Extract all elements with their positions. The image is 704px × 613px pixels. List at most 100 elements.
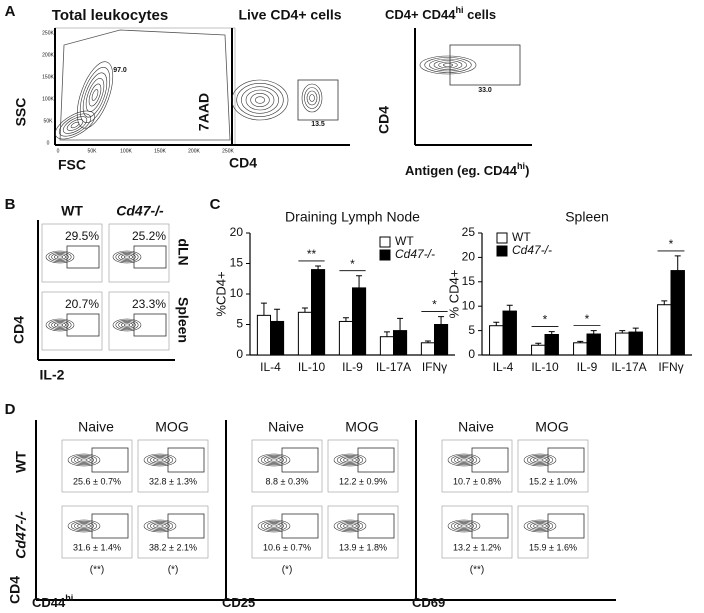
text-part: CD25 [222,595,255,610]
x-tick-label: IL-9 [577,360,598,374]
gate-value: 38.2 ± 2.1% [149,542,197,552]
bar [544,334,559,356]
plot-frame [441,439,513,493]
contour [304,87,320,109]
contour [123,255,131,259]
contour [150,456,170,464]
tick-label: 200K [42,52,54,58]
contour [76,61,114,129]
plot-frame [441,505,513,559]
contour [343,523,357,529]
y-tick-label: 5 [236,317,243,331]
y-tick-label: 10 [230,286,244,300]
x-tick-label: IL-10 [298,360,326,374]
x-tick-label: IFNγ [422,360,447,374]
gate-value: 97.0 [113,67,127,74]
error-bar [535,342,542,346]
contour [526,454,554,466]
gate-value: 15.2 ± 1.0% [529,476,577,486]
row-label: Spleen [175,297,191,343]
axis-label: Antigen (eg. CD44hi) [405,161,529,178]
x-tick-label: IL-4 [493,360,514,374]
axis-label: CD4 [7,576,23,604]
gate [297,79,339,121]
axis-label: CD4 [376,106,392,134]
contour [45,318,75,332]
contour [82,72,108,118]
text-part: hi [517,161,525,171]
error-bar [397,317,404,331]
contour [91,89,99,101]
tick-label: 100K [120,148,132,154]
x-tick-label: IL-17A [376,360,411,374]
legend-label: Cd47-/- [395,247,435,261]
contour [533,523,547,529]
contour [241,86,279,114]
contour [143,519,177,533]
tick-label: 150K [42,74,54,80]
contour [340,522,360,530]
gate [471,447,509,473]
bar [573,342,588,356]
bar [338,320,354,356]
contour [58,113,92,137]
contour [118,321,136,329]
error-bar [342,317,349,322]
bar [502,310,517,356]
error-bar [590,330,597,335]
contour [454,456,474,464]
row-label: Cd47-/- [13,511,29,559]
contour [62,116,88,134]
bar [256,314,272,356]
plot-frame [108,291,170,351]
error-bar [260,302,267,316]
plot-frame [251,439,323,493]
axis-label: 7AAD [196,93,212,131]
contour [450,454,478,466]
contour [121,322,133,328]
bar [420,342,436,356]
gate [133,245,167,269]
contour [153,523,167,529]
gate-value: 10.7 ± 0.8% [453,476,501,486]
contour [309,94,315,102]
contour [146,454,174,466]
bar [628,331,643,356]
column-label: Naive [78,419,114,435]
panel-letter: B [5,196,16,213]
x-tick-label: IL-10 [531,360,559,374]
plot-frame [251,505,323,559]
gate [66,245,100,269]
significance: (*) [168,565,179,576]
y-tick-label: 25 [462,225,476,239]
contour [51,321,69,329]
bar [311,269,326,356]
error-bar [315,265,322,270]
legend-swatch [496,245,508,257]
error-bar [493,321,500,326]
column-label: Naive [458,419,494,435]
axis-label: IL-2 [40,367,65,383]
text-part: CD4+ CD44 [385,7,456,22]
contour [143,453,177,467]
contour [260,520,288,532]
contour [433,60,463,70]
error-bar [356,275,363,288]
column-label: MOG [345,419,378,435]
axis-label: SSC [13,98,29,127]
contour [156,524,164,528]
contour [270,524,278,528]
significance: (*) [282,565,293,576]
bar [615,332,630,356]
error-bar [619,330,626,334]
plot-frame [137,505,209,559]
gate [133,313,167,337]
plot-title: Live CD4+ cells [238,7,341,23]
significance: * [350,257,355,271]
contour [447,453,481,467]
contour [123,323,131,327]
bar [434,324,449,356]
text-part: cells [464,7,497,22]
tick-label: 50K [44,118,54,124]
plot-frame [41,291,103,351]
